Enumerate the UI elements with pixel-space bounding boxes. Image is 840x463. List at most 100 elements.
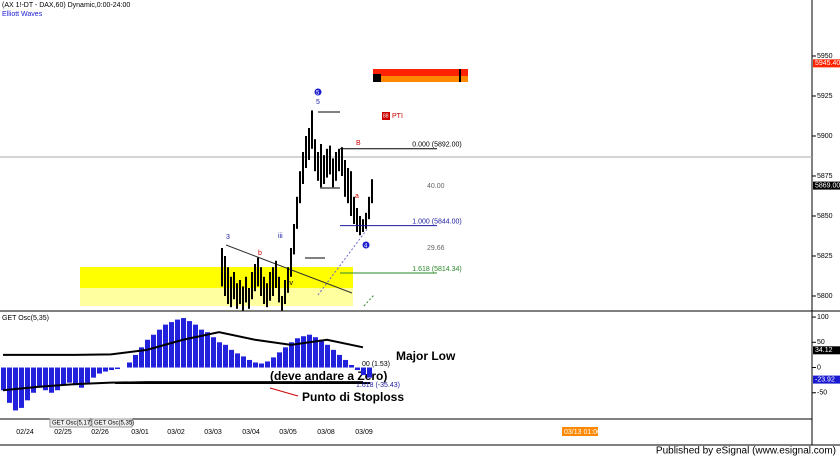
- osc-title: GET Osc(5,35): [2, 315, 49, 322]
- chart-title: (AX 1!-DT - DAX,60) Dynamic,0:00-24:00: [2, 2, 130, 9]
- support-zone: [80, 288, 353, 306]
- osc-bar: [31, 367, 36, 393]
- price-box: [813, 59, 840, 68]
- osc-bar: [109, 367, 114, 371]
- osc-bar: [43, 367, 48, 391]
- x-tick-label: 03/01: [131, 429, 149, 436]
- osc-bar: [97, 367, 102, 374]
- annotation: Major Low: [396, 349, 456, 363]
- pti-badge: [382, 112, 390, 120]
- y-tick-label: -50: [817, 390, 827, 397]
- osc-bar: [361, 367, 366, 376]
- osc-bar: [277, 352, 282, 368]
- osc-bar: [247, 359, 252, 368]
- x-tick-label: 03/02: [167, 429, 185, 436]
- osc-bar: [103, 367, 108, 372]
- osc-line: [3, 331, 364, 356]
- osc-bar: [235, 353, 240, 368]
- x-tick-label: 03/03: [204, 429, 222, 436]
- price-box: [813, 181, 840, 190]
- y-tick-label: 5850: [817, 213, 833, 220]
- osc-bar: [181, 318, 186, 368]
- osc-bar: [319, 339, 324, 368]
- fib-label: 0.000 (5892.00): [412, 142, 461, 149]
- x-tick-label: 03/09: [355, 429, 373, 436]
- wave-label: 5: [316, 91, 320, 97]
- osc-bar: [91, 367, 96, 378]
- trend-line: [317, 227, 369, 296]
- x-tick-label: 03/08: [317, 429, 335, 436]
- osc-bar: [151, 334, 156, 368]
- price-box-label: 5945.40: [815, 60, 840, 67]
- osc-bar: [127, 362, 132, 368]
- y-tick-label: 100: [817, 314, 829, 321]
- annotation: (deve andare a Zero): [270, 369, 387, 383]
- osc-bar: [313, 337, 318, 368]
- osc-bar: [115, 367, 120, 370]
- osc-bar: [163, 324, 168, 368]
- osc-bar: [61, 367, 66, 386]
- y-tick-label: 5925: [817, 93, 833, 100]
- y-tick-label: 0: [817, 364, 821, 371]
- osc-bar: [7, 367, 12, 403]
- osc-bar: [133, 354, 138, 368]
- x-tick-label: 02/25: [54, 429, 72, 436]
- annotation: Punto di Stoploss: [302, 390, 404, 404]
- osc-bar: [157, 329, 162, 368]
- wave-label: 5: [316, 99, 320, 106]
- osc-bar: [25, 367, 30, 401]
- wave-label: iv: [288, 280, 294, 287]
- wave-label: B: [356, 140, 361, 147]
- osc-bar: [229, 349, 234, 368]
- osc-bar: [343, 359, 348, 368]
- osc-bar: [331, 349, 336, 368]
- osc-bar: [175, 319, 180, 368]
- osc-bar: [139, 347, 144, 368]
- osc-bar: [241, 356, 246, 368]
- current-time: 03/13 01:00: [564, 429, 601, 436]
- osc-bar: [205, 332, 210, 368]
- osc-bar: [289, 342, 294, 368]
- y-tick-label: 50: [817, 339, 825, 346]
- osc-bar: [49, 367, 54, 393]
- tab-label[interactable]: GET Osc(5,17): [52, 421, 92, 427]
- wave-label: 3: [226, 234, 230, 241]
- fib-note: 40.00: [427, 183, 445, 190]
- value-box: [813, 346, 840, 355]
- y-tick-label: 5950: [817, 53, 833, 60]
- tab-label[interactable]: GET Osc(5,35): [94, 421, 134, 427]
- wave-label: iii: [278, 233, 283, 240]
- target-zone: [373, 69, 468, 76]
- osc-bar: [259, 363, 264, 368]
- osc-bar: [85, 367, 90, 383]
- value-box: [813, 375, 840, 384]
- pti-count: 88: [383, 113, 389, 119]
- fib-note: 29.66: [427, 245, 445, 252]
- publisher: Published by eSignal (www.esignal.com): [656, 446, 836, 457]
- trend-line: [363, 294, 375, 307]
- pti-label: PTI: [392, 113, 403, 120]
- osc-label: 00 (1.53): [362, 361, 390, 368]
- x-tick-label: 03/05: [279, 429, 297, 436]
- wave-circle: [362, 241, 370, 249]
- current-time-box: [562, 427, 598, 436]
- osc-bar: [37, 367, 42, 388]
- osc-bar: [67, 367, 72, 383]
- wave-label: b: [258, 250, 262, 257]
- osc-bar: [211, 337, 216, 368]
- wave-circle: [314, 88, 322, 96]
- tab[interactable]: [49, 418, 91, 428]
- y-tick-label: 5875: [817, 173, 833, 180]
- y-tick-label: 5825: [817, 253, 833, 260]
- tab[interactable]: [91, 418, 133, 428]
- osc-bar: [325, 344, 330, 368]
- price-box-label: 5869.00: [815, 182, 840, 189]
- osc-bar: [349, 365, 354, 368]
- value-box-label: 34.12: [815, 347, 833, 354]
- osc-bar: [199, 329, 204, 368]
- osc-bar: [169, 322, 174, 368]
- osc-bar: [271, 357, 276, 368]
- marker: [373, 74, 381, 82]
- osc-bar: [79, 367, 84, 388]
- osc-bar: [265, 361, 270, 368]
